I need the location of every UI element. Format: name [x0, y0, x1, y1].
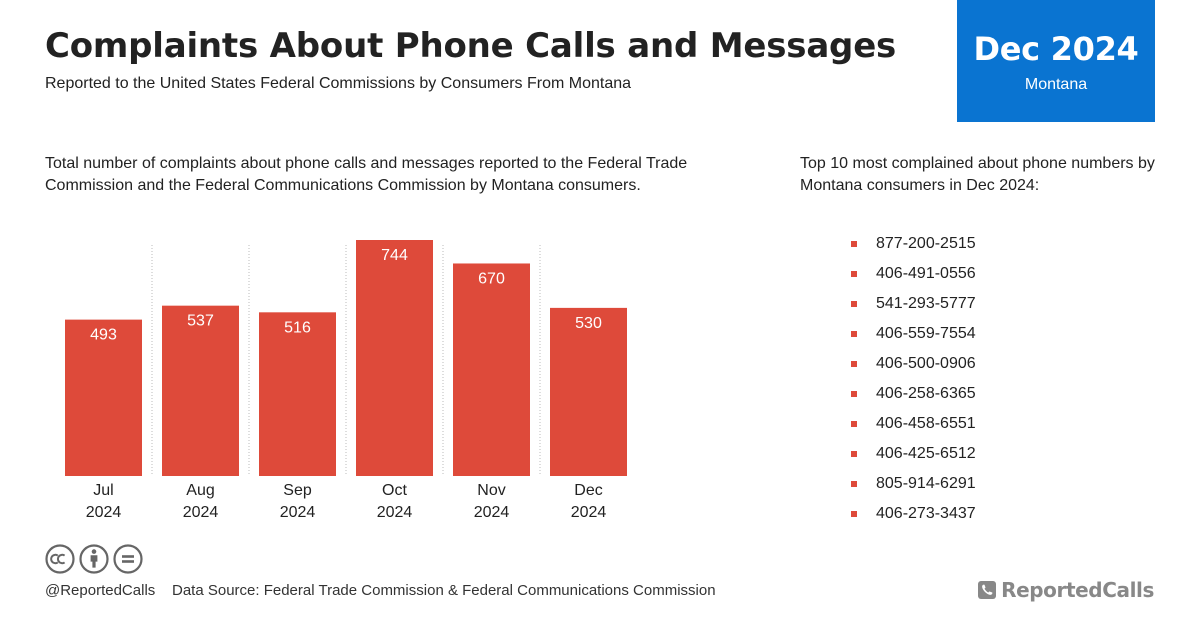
- phone-number: 406-425-6512: [876, 445, 976, 462]
- bar-value-label: 670: [478, 270, 505, 287]
- bar: [162, 305, 239, 476]
- phone-list-item: 541-293-5777: [850, 293, 976, 323]
- bullet-icon: [851, 481, 857, 487]
- bar-value-label: 493: [90, 327, 117, 344]
- phone-list-item: 406-491-0556: [850, 263, 976, 293]
- page-subtitle: Reported to the United States Federal Co…: [45, 75, 632, 92]
- bullet-icon: [851, 301, 857, 307]
- license-icons: [45, 544, 143, 574]
- bullet-icon: [851, 511, 857, 517]
- bar: [550, 307, 627, 476]
- x-tick-year: 2024: [377, 504, 413, 521]
- bar-value-label: 537: [187, 313, 214, 330]
- brand-name: ReportedCalls: [1001, 578, 1154, 602]
- phone-list-item: 406-458-6551: [850, 413, 976, 443]
- phone-number: 406-500-0906: [876, 355, 976, 372]
- page-title: Complaints About Phone Calls and Message…: [45, 26, 897, 66]
- phone-list-item: 805-914-6291: [850, 473, 976, 503]
- bar: [356, 240, 433, 476]
- bullet-icon: [851, 331, 857, 337]
- top-numbers-description: Top 10 most complained about phone numbe…: [800, 155, 1155, 194]
- bar: [259, 312, 336, 476]
- bar-value-label: 530: [575, 315, 602, 332]
- bullet-icon: [851, 451, 857, 457]
- phone-list-item: 406-425-6512: [850, 443, 976, 473]
- period-badge: Dec 2024 Montana: [957, 0, 1155, 122]
- phone-list-item: 406-559-7554: [850, 323, 976, 353]
- bar: [65, 319, 142, 476]
- bullet-icon: [851, 271, 857, 277]
- bar-value-label: 744: [381, 247, 408, 264]
- x-tick-month: Aug: [186, 482, 214, 499]
- phone-list-item: 406-273-3437: [850, 503, 976, 533]
- bar: [453, 263, 530, 476]
- bar-chart: 493 Jul 2024 537 Aug 2024 516 Sep 2024 744 Oct 2024…: [65, 240, 627, 521]
- bar-value-label: 516: [284, 319, 311, 336]
- x-tick-month: Dec: [574, 482, 602, 499]
- attribution-icon[interactable]: [79, 544, 109, 574]
- x-tick-year: 2024: [571, 504, 607, 521]
- phone-number: 406-458-6551: [876, 415, 976, 432]
- phone-number: 406-491-0556: [876, 265, 976, 282]
- x-tick-month: Nov: [477, 482, 505, 499]
- top-numbers-list: 877-200-2515 406-491-0556 541-293-5777 4…: [850, 233, 976, 533]
- phone-number: 406-258-6365: [876, 385, 976, 402]
- x-tick-year: 2024: [86, 504, 122, 521]
- phone-number: 406-273-3437: [876, 505, 976, 522]
- phone-list-item: 877-200-2515: [850, 233, 976, 263]
- no-derivatives-icon[interactable]: [113, 544, 143, 574]
- period-label: Dec 2024: [973, 30, 1139, 68]
- x-tick-month: Jul: [93, 482, 113, 499]
- brand-logo[interactable]: ReportedCalls: [978, 578, 1154, 602]
- bullet-icon: [851, 391, 857, 397]
- phone-list-item: 406-258-6365: [850, 383, 976, 413]
- phone-number: 406-559-7554: [876, 325, 976, 342]
- x-tick-month: Sep: [283, 482, 312, 499]
- phone-number: 541-293-5777: [876, 295, 976, 312]
- phone-icon: [978, 581, 997, 599]
- x-tick-year: 2024: [183, 504, 219, 521]
- bullet-icon: [851, 361, 857, 367]
- bullet-icon: [851, 421, 857, 427]
- bullet-icon: [851, 241, 857, 247]
- region-label: Montana: [1024, 76, 1088, 93]
- data-source: Data Source: Federal Trade Commission & …: [172, 582, 716, 599]
- x-tick-year: 2024: [474, 504, 510, 521]
- x-tick-month: Oct: [382, 482, 407, 499]
- footer-handle[interactable]: @ReportedCalls: [45, 582, 156, 599]
- chart-description: Total number of complaints about phone c…: [45, 155, 688, 194]
- phone-number: 877-200-2515: [876, 235, 976, 252]
- phone-number: 805-914-6291: [876, 475, 976, 492]
- phone-list-item: 406-500-0906: [850, 353, 976, 383]
- x-tick-year: 2024: [280, 504, 316, 521]
- cc-icon[interactable]: [45, 544, 75, 574]
